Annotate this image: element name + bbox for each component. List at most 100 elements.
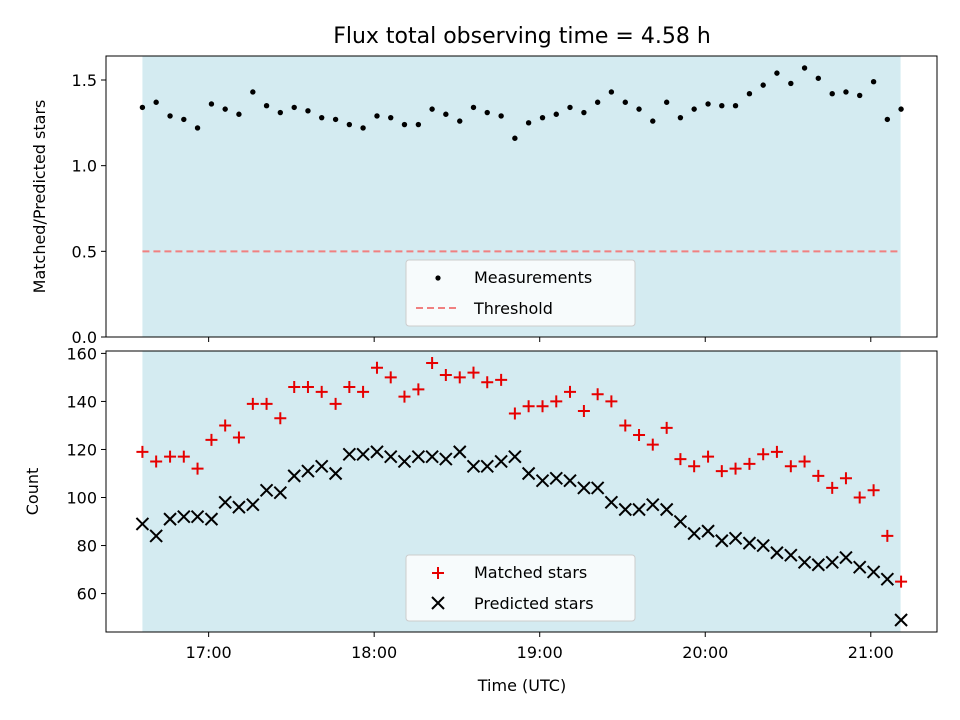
matched-point	[577, 405, 590, 418]
predicted-point	[232, 500, 246, 514]
matched-point	[798, 455, 811, 468]
predicted-point	[342, 447, 357, 461]
measurement-point	[139, 104, 146, 111]
predicted-point	[328, 466, 343, 481]
y-tick-label: 80	[77, 537, 97, 556]
measurement-point	[622, 99, 628, 105]
predicted-point	[163, 512, 177, 526]
measurement-point	[801, 65, 808, 71]
measurement-point	[843, 89, 849, 95]
matched-point	[357, 385, 370, 398]
bottom-y-ticks: 60 80 100 120 140 160	[66, 344, 106, 604]
measurement-point	[291, 104, 297, 111]
legend-predicted-label: Predicted stars	[474, 594, 594, 613]
predicted-point	[218, 495, 232, 510]
predicted-point	[632, 502, 646, 517]
bottom-legend-box	[405, 554, 636, 622]
measurements-series	[139, 65, 904, 141]
matched-point	[674, 453, 687, 466]
matched-point	[784, 460, 797, 473]
y-tick-label: 1.0	[72, 157, 97, 176]
matched-point	[384, 371, 397, 384]
matched-point	[205, 433, 218, 446]
predicted-point	[494, 454, 508, 469]
predicted-point	[439, 452, 453, 466]
matched-point	[550, 395, 563, 408]
measurement-point	[374, 113, 380, 119]
predicted-point	[314, 459, 329, 473]
measurement-point	[884, 116, 891, 123]
measurement-point	[236, 111, 242, 117]
measurement-point	[305, 108, 311, 114]
measurement-point	[719, 102, 725, 109]
measurement-point	[691, 106, 697, 112]
predicted-point	[411, 449, 426, 464]
matched-point	[150, 455, 163, 468]
measurement-point	[181, 116, 187, 123]
matched-point	[770, 445, 783, 458]
measurement-point	[636, 106, 642, 112]
matched-point	[301, 381, 314, 394]
predicted-point	[301, 464, 315, 478]
predicted-stars-series	[135, 445, 908, 627]
matched-point	[895, 575, 908, 588]
measurement-point	[677, 114, 684, 121]
measurement-point	[429, 106, 435, 112]
predicted-point	[425, 449, 439, 464]
measurement-point	[512, 135, 518, 141]
predicted-point	[521, 466, 536, 481]
legend-measurements-marker	[435, 275, 441, 281]
legend-measurements-label: Measurements	[474, 268, 592, 287]
matched-point	[660, 421, 673, 434]
predicted-point	[728, 531, 743, 546]
x-axis-label: Time (UTC)	[477, 676, 566, 695]
measurement-point	[222, 106, 228, 112]
predicted-point	[577, 481, 591, 495]
measurement-point	[870, 79, 877, 85]
measurement-point	[567, 104, 573, 111]
predicted-point	[770, 546, 784, 560]
predicted-point	[590, 481, 605, 495]
matched-point	[467, 366, 480, 379]
matched-point	[812, 469, 825, 482]
predicted-point	[894, 613, 908, 627]
y-tick-label: 120	[66, 440, 97, 459]
predicted-point	[797, 555, 812, 570]
matched-point	[426, 357, 439, 370]
measurement-point	[774, 70, 780, 76]
matched-point	[881, 529, 894, 542]
x-tick-label: 19:00	[517, 643, 563, 662]
matched-point	[619, 419, 632, 432]
predicted-point	[397, 454, 412, 469]
measurement-point	[401, 121, 408, 128]
chart-title: Flux total observing time = 4.58 h	[333, 24, 711, 49]
bottom-legend: Matched stars Predicted stars	[405, 554, 636, 622]
measurement-point	[153, 99, 159, 105]
matched-point	[867, 484, 880, 497]
predicted-point	[287, 469, 301, 483]
predicted-point	[715, 534, 729, 548]
predicted-point	[880, 572, 895, 586]
top-x-ticks	[208, 337, 872, 342]
y-tick-label: 100	[66, 489, 97, 508]
predicted-point	[466, 459, 481, 473]
matched-point	[343, 381, 356, 394]
matched-point	[219, 419, 232, 432]
matched-point	[522, 400, 535, 413]
matched-point	[315, 385, 328, 398]
predicted-point	[811, 558, 826, 572]
predicted-point	[673, 514, 688, 529]
matched-point	[177, 450, 190, 463]
predicted-point	[246, 498, 260, 512]
matched-point	[508, 407, 521, 420]
bottom-y-axis-label: Count	[23, 468, 42, 516]
predicted-point	[273, 485, 288, 500]
matched-point	[439, 369, 452, 382]
matched-point	[370, 361, 383, 374]
predicted-point	[453, 445, 467, 459]
matched-point	[453, 371, 466, 384]
legend-matched-marker	[432, 567, 444, 579]
measurement-point	[332, 116, 339, 123]
predicted-point	[646, 498, 660, 512]
